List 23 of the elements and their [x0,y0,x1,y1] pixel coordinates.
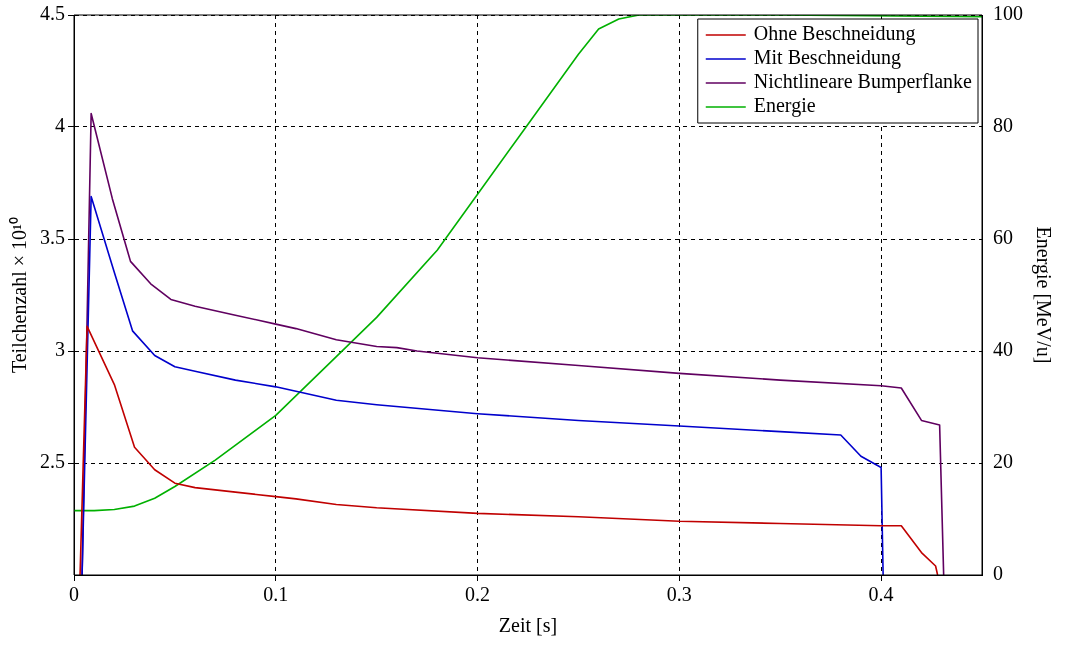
y2-tick-label: 80 [993,114,1013,137]
legend-label: Energie [753,94,816,118]
y2-axis-title: Energie [MeV/u] [1031,226,1055,364]
y2-tick-label: 20 [993,450,1013,473]
x-tick-label: 0 [69,583,79,606]
legend-label: Nichtlineare Bumperflanke [753,70,973,94]
y2-tick-label: 40 [993,338,1013,361]
y2-tick-label: 60 [993,226,1013,249]
x-tick-label: 0.2 [465,583,491,606]
x-tick-label: 0.1 [263,583,289,606]
x-axis-title: Zeit [s] [498,614,558,637]
y-tick-label: 3 [55,338,65,361]
y-tick-label: 3.5 [40,226,65,249]
legend-label: Mit Beschneidung [753,46,901,70]
x-tick-label: 0.3 [666,583,692,606]
y-tick-label: 4.5 [40,2,65,25]
y2-tick-label: 0 [993,562,1003,585]
y2-tick-label: 100 [993,2,1023,25]
y-tick-label: 4 [55,114,65,137]
legend-label: Ohne Beschneidung [753,22,916,46]
y-axis-title: Teilchenzahl × 10¹⁰ [8,216,31,374]
y-tick-label: 2.5 [40,450,65,473]
x-tick-label: 0.4 [868,583,894,606]
